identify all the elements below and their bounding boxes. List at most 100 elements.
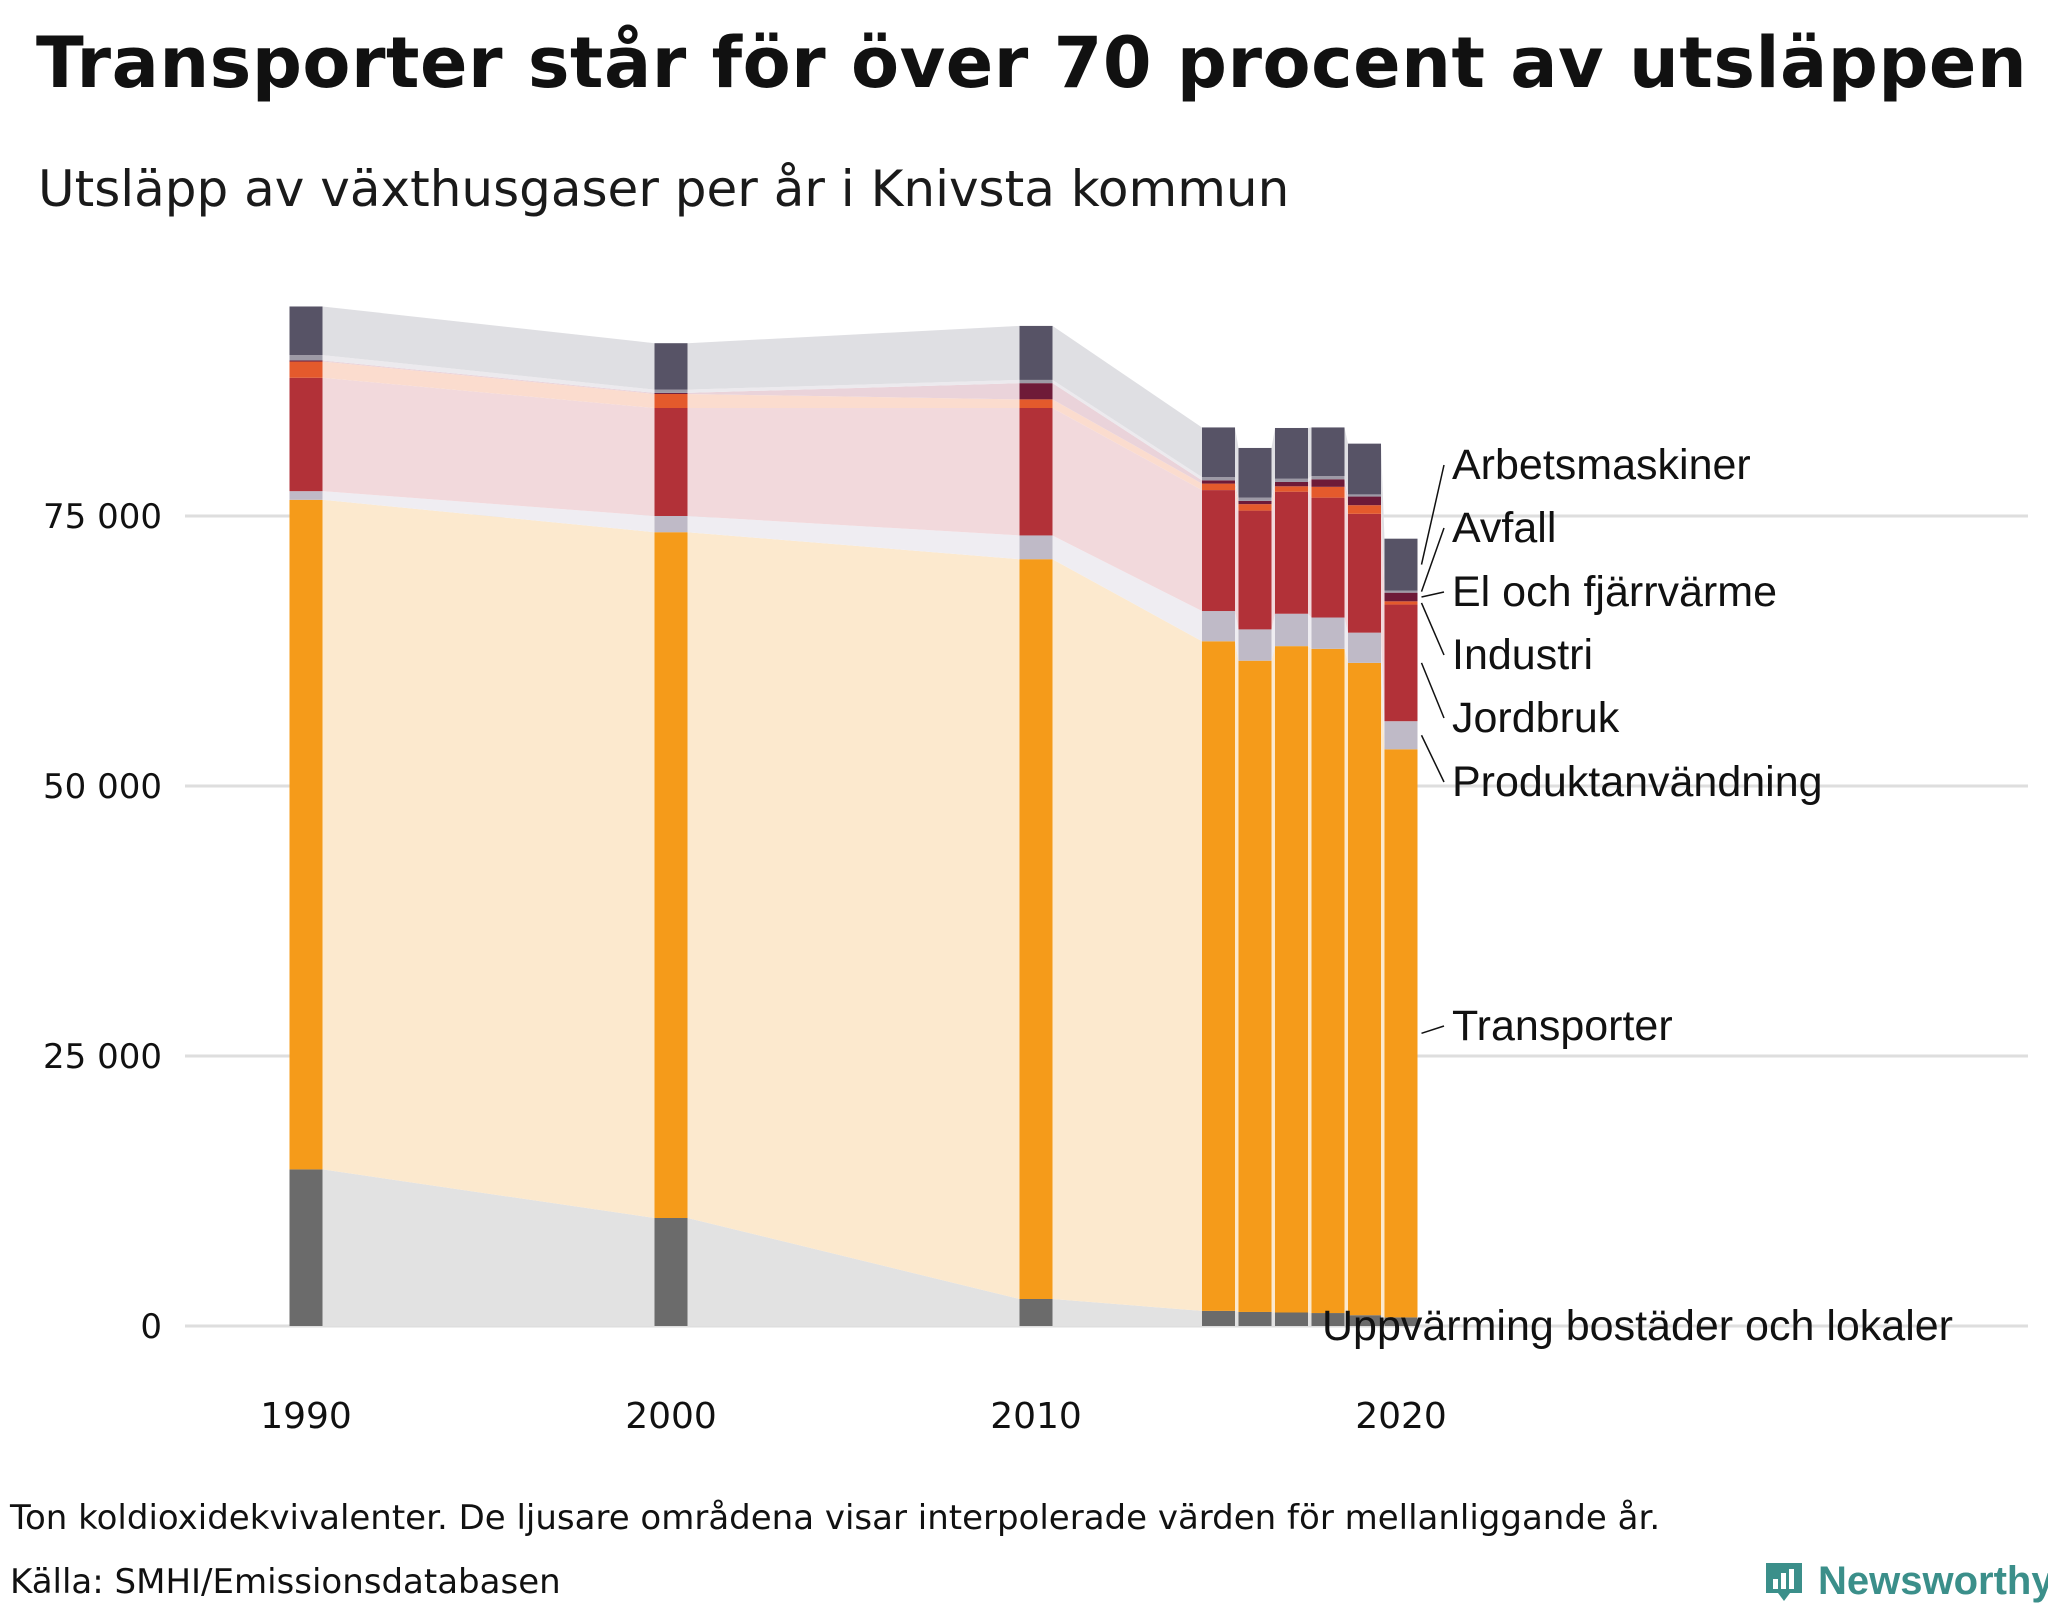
chart-title: Transporter står för över 70 procent av … [36, 22, 2028, 104]
bar-segment [1019, 325, 1053, 380]
interpolated-area [1052, 325, 1202, 478]
leader-line [1420, 662, 1445, 719]
bar-segment [1384, 1317, 1418, 1326]
interpolated-area [687, 408, 1020, 536]
interpolated-area [1235, 480, 1239, 505]
bar-segment [1238, 510, 1272, 630]
bar-segment [1348, 443, 1381, 495]
bar-segment [1311, 476, 1345, 480]
bar-segment [1275, 613, 1308, 647]
interpolated-area [1271, 486, 1275, 511]
bar-segment [1348, 494, 1381, 497]
interpolated-area [687, 393, 1020, 408]
bar-segment [654, 389, 688, 393]
interpolated-area [1344, 476, 1348, 497]
bar-segment [1238, 504, 1272, 511]
bar-segment [654, 516, 688, 533]
bar-segment [1238, 447, 1272, 498]
chart-source: Källa: SMHI/Emissionsdatabasen [10, 1562, 561, 1602]
interpolated-area [1271, 646, 1275, 1313]
bar-segment [1019, 535, 1053, 560]
interpolated-area [322, 1169, 655, 1326]
bar-segment [1275, 478, 1308, 482]
interpolated-area [1308, 479, 1312, 487]
series-label: Produktanvändning [1452, 758, 1823, 806]
bar-segment [1238, 629, 1272, 661]
interpolated-area [1308, 427, 1312, 479]
leader-line [1420, 464, 1445, 565]
bar-segment [1384, 538, 1418, 591]
interpolated-area [1344, 1313, 1348, 1326]
bar-segment [1384, 749, 1418, 1318]
leader-line [1421, 1025, 1445, 1035]
interpolated-area [1381, 632, 1385, 750]
bar-segment [1019, 383, 1053, 400]
interpolated-area [322, 491, 655, 533]
bar-segment [1019, 1299, 1053, 1326]
bar-segment [1275, 1312, 1308, 1326]
interpolated-area [1344, 648, 1348, 1316]
interpolated-area [1344, 497, 1348, 633]
interpolated-area [1052, 399, 1202, 491]
interpolated-area [1235, 611, 1239, 661]
leader-line [1421, 591, 1445, 598]
interpolated-area [1235, 1310, 1239, 1326]
interpolated-area [687, 325, 1020, 390]
interpolated-area [1235, 483, 1239, 511]
bar-segment [1202, 490, 1235, 612]
x-tick-label: 1990 [260, 1396, 352, 1437]
bar-segment [1348, 505, 1381, 514]
bar-segment [1202, 477, 1235, 481]
interpolated-area [1308, 476, 1312, 482]
interpolated-area [687, 383, 1020, 400]
bar-segment [1384, 590, 1418, 593]
bar-segment [289, 306, 323, 356]
y-tick-label: 0 [140, 1307, 162, 1347]
interpolated-area [1381, 505, 1385, 605]
interpolated-area [1344, 479, 1348, 506]
bar-segment [1311, 479, 1345, 487]
interpolated-area [1308, 491, 1312, 618]
bar-segment [1311, 486, 1345, 498]
interpolated-areas [322, 306, 1385, 1326]
bar-segment [1348, 496, 1381, 506]
interpolated-area [322, 361, 655, 408]
leader-line [1420, 527, 1445, 592]
interpolated-area [1271, 478, 1275, 501]
chart-note: Ton koldioxidekvivalenter. De ljusare om… [10, 1498, 1661, 1538]
interpolated-area [687, 516, 1020, 560]
interpolated-area [687, 532, 1020, 1299]
bar-segment [1348, 632, 1381, 663]
bar-segment [1275, 486, 1308, 492]
bar-segment [1238, 500, 1272, 505]
series-label: Uppvärming bostäder och lokaler [1322, 1302, 1953, 1350]
bar-segment [654, 392, 688, 394]
x-tick-label: 2010 [990, 1396, 1082, 1437]
bar-segment [1019, 379, 1053, 384]
series-label: Jordbruk [1452, 694, 1620, 742]
bar-segment [1238, 497, 1272, 501]
interpolated-area [1052, 559, 1202, 1311]
bar-segment [1348, 513, 1381, 633]
bar-segment [654, 343, 688, 390]
interpolated-area [322, 360, 655, 394]
interpolated-area [1381, 662, 1385, 1318]
logo-text: Newsworthy [1818, 1558, 2048, 1603]
bar-segment [1311, 497, 1345, 618]
interpolated-area [687, 1218, 1020, 1326]
bar-segment [1384, 592, 1418, 602]
interpolated-area [1271, 613, 1275, 661]
bar-segment [289, 360, 323, 362]
interpolated-area [1235, 490, 1239, 630]
interpolated-area [1381, 443, 1385, 591]
bar-segment [1275, 427, 1308, 479]
bar-segment [1019, 399, 1053, 408]
interpolated-area [1052, 383, 1202, 484]
bar-segment [289, 499, 323, 1170]
bar-segment [289, 355, 323, 361]
leader-line [1420, 734, 1445, 783]
bar-segment [1348, 1315, 1381, 1326]
bar-segment [1348, 662, 1381, 1316]
bar-segment [1202, 427, 1235, 478]
series-label: El och fjärrvärme [1452, 568, 1777, 616]
